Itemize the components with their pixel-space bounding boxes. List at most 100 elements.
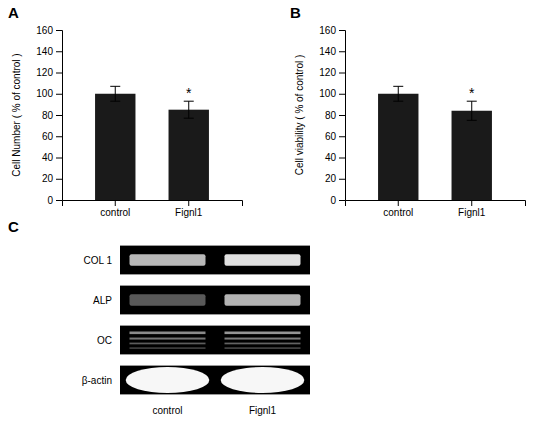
bar bbox=[452, 111, 492, 200]
y-tick-label: 120 bbox=[36, 67, 53, 78]
gel-band bbox=[225, 338, 301, 340]
y-tick-mark bbox=[56, 158, 62, 159]
axis-line bbox=[63, 201, 243, 207]
y-tick: 20 bbox=[325, 173, 345, 184]
x-tick: Fignl1 bbox=[175, 200, 203, 218]
y-tick-mark bbox=[56, 94, 62, 95]
axis-line bbox=[346, 201, 526, 207]
y-tick: 60 bbox=[325, 131, 345, 142]
y-tick-label: 140 bbox=[319, 46, 336, 57]
error-bar-cap bbox=[393, 86, 403, 87]
error-bar-cap bbox=[110, 86, 120, 87]
y-tick: 100 bbox=[36, 88, 62, 99]
x-tick: Fignl1 bbox=[458, 200, 486, 218]
gel-band bbox=[221, 367, 305, 393]
y-tick-label: 60 bbox=[42, 131, 54, 142]
panel-label: B bbox=[290, 4, 301, 21]
error-bar-cap bbox=[393, 101, 403, 102]
y-tick: 120 bbox=[319, 67, 345, 78]
gel-band bbox=[130, 343, 206, 345]
y-tick-label: 0 bbox=[330, 195, 336, 206]
y-tick: 0 bbox=[330, 195, 345, 206]
gel-band bbox=[130, 332, 206, 335]
y-tick-label: 160 bbox=[36, 25, 53, 36]
error-bar-cap bbox=[467, 120, 477, 121]
y-tick-mark bbox=[339, 94, 345, 95]
error-bar bbox=[184, 101, 194, 118]
x-tick: control bbox=[383, 200, 413, 218]
y-tick-label: 140 bbox=[36, 46, 53, 57]
panel: control Fignl1 0 20 40 60 80 100 120 140 160 * bbox=[36, 25, 242, 218]
y-tick: 60 bbox=[42, 131, 62, 142]
marks bbox=[378, 86, 492, 200]
gel-row bbox=[120, 326, 310, 355]
x-tick-mark bbox=[398, 200, 399, 206]
y-tick-label: 0 bbox=[47, 195, 53, 206]
error-bar bbox=[110, 86, 120, 101]
x-tick-mark bbox=[188, 200, 189, 206]
error-bar bbox=[393, 86, 403, 101]
gel-band bbox=[225, 332, 301, 335]
marks bbox=[95, 86, 209, 200]
y-tick-mark bbox=[339, 115, 345, 116]
gel-row bbox=[120, 366, 310, 395]
y-tick-label: 80 bbox=[325, 110, 337, 121]
y-tick-mark bbox=[339, 136, 345, 137]
panel: controlFignl1020406080100120140160* bbox=[319, 25, 525, 218]
error-bar bbox=[467, 101, 477, 120]
y-tick-label: 160 bbox=[319, 25, 336, 36]
gel-band bbox=[225, 294, 301, 306]
y-tick: 0 bbox=[47, 195, 62, 206]
x-tick-label: Fignl1 bbox=[175, 207, 203, 218]
x-axis: control Fignl1 bbox=[63, 200, 243, 218]
y-tick: 80 bbox=[42, 110, 62, 121]
y-tick-mark bbox=[56, 73, 62, 74]
panel-label: A bbox=[8, 4, 19, 21]
y-tick: 80 bbox=[325, 110, 345, 121]
gel-band bbox=[225, 347, 301, 349]
x-axis: control Fignl1 bbox=[346, 200, 526, 218]
y-tick: 140 bbox=[319, 46, 345, 57]
y-tick-label: 40 bbox=[325, 152, 337, 163]
y-tick-mark bbox=[339, 73, 345, 74]
y-tick-label: 100 bbox=[319, 88, 336, 99]
lane-label: Fignl1 bbox=[249, 405, 277, 416]
lane-label: control bbox=[152, 405, 182, 416]
row-label: COL 1 bbox=[83, 255, 112, 266]
y-tick-mark bbox=[56, 179, 62, 180]
gel-band bbox=[126, 367, 210, 393]
x-tick-label: control bbox=[383, 207, 413, 218]
y-axis: 0 20 40 60 80 100 120 140 160 bbox=[36, 25, 62, 206]
y-tick-mark bbox=[339, 179, 345, 180]
row-label: OC bbox=[97, 335, 112, 346]
axis-line bbox=[56, 31, 63, 201]
y-axis-title: Cell viability ( % of control ) bbox=[294, 55, 305, 176]
gel-band bbox=[130, 254, 206, 266]
bar bbox=[95, 94, 135, 200]
y-tick-label: 80 bbox=[42, 110, 54, 121]
error-bar-stem bbox=[471, 101, 472, 120]
y-tick: 160 bbox=[319, 25, 345, 36]
y-tick: 20 bbox=[42, 173, 62, 184]
y-tick-label: 20 bbox=[325, 173, 337, 184]
annotation: * bbox=[186, 85, 192, 101]
bar bbox=[378, 94, 418, 200]
x-tick-label: Fignl1 bbox=[458, 207, 486, 218]
x-tick: control bbox=[100, 200, 130, 218]
y-tick-mark bbox=[339, 200, 345, 201]
y-tick-label: 20 bbox=[42, 173, 54, 184]
gel-band bbox=[130, 294, 206, 306]
error-bar-stem bbox=[188, 101, 189, 118]
error-bar-cap bbox=[110, 101, 120, 102]
error-bar-stem bbox=[115, 86, 116, 101]
figure: control Fignl1 0 20 40 60 80 100 120 140 160 * Cell … bbox=[0, 0, 552, 434]
y-tick: 120 bbox=[36, 67, 62, 78]
y-tick-mark bbox=[56, 136, 62, 137]
y-tick-mark bbox=[339, 51, 345, 52]
y-tick: 160 bbox=[36, 25, 62, 36]
y-tick-label: 40 bbox=[42, 152, 54, 163]
y-axis: 0 20 40 60 80 100 120 140 160 bbox=[319, 25, 345, 206]
x-tick-mark bbox=[471, 200, 472, 206]
y-tick-mark bbox=[56, 30, 62, 31]
y-tick-label: 120 bbox=[319, 67, 336, 78]
